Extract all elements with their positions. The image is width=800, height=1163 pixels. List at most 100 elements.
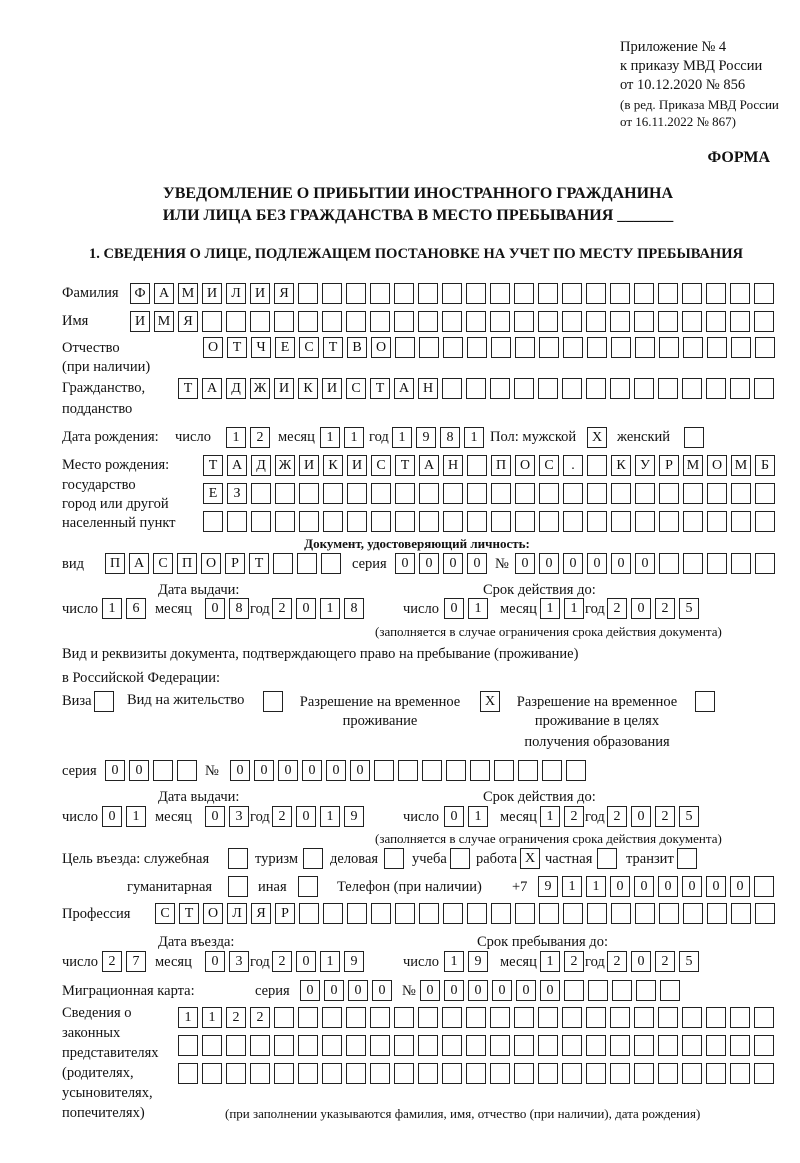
char-cell[interactable]: 0 (631, 806, 651, 827)
char-cell[interactable] (250, 1063, 270, 1084)
char-cell[interactable] (682, 1035, 702, 1056)
char-cell[interactable] (587, 455, 607, 476)
char-cell[interactable]: Т (249, 553, 269, 574)
char-cell[interactable]: 0 (611, 553, 631, 574)
char-cell[interactable] (275, 483, 295, 504)
char-cell[interactable]: 1 (392, 427, 412, 448)
char-cell[interactable]: 0 (682, 876, 702, 897)
char-cell[interactable] (490, 1007, 510, 1028)
char-cell[interactable]: 1 (320, 951, 340, 972)
char-cell[interactable] (419, 483, 439, 504)
char-cell[interactable]: 1 (540, 806, 560, 827)
char-cell[interactable]: И (347, 455, 367, 476)
char-cell[interactable] (346, 1007, 366, 1028)
char-cell[interactable] (730, 311, 750, 332)
char-cell[interactable]: 0 (205, 598, 225, 619)
char-cell[interactable] (562, 1035, 582, 1056)
char-cell[interactable] (226, 1035, 246, 1056)
char-cell[interactable] (610, 1063, 630, 1084)
birthplace-field-3[interactable] (203, 511, 775, 532)
char-cell[interactable] (587, 903, 607, 924)
char-cell[interactable]: С (299, 337, 319, 358)
char-cell[interactable] (422, 760, 442, 781)
char-cell[interactable] (250, 1035, 270, 1056)
char-cell[interactable] (226, 1063, 246, 1084)
char-cell[interactable]: С (371, 455, 391, 476)
char-cell[interactable] (658, 283, 678, 304)
purpose-humanitarian-checkbox[interactable] (228, 876, 248, 897)
char-cell[interactable]: А (227, 455, 247, 476)
char-cell[interactable] (226, 311, 246, 332)
char-cell[interactable] (322, 1035, 342, 1056)
char-cell[interactable] (754, 311, 774, 332)
char-cell[interactable]: Т (323, 337, 343, 358)
char-cell[interactable]: Н (443, 455, 463, 476)
char-cell[interactable]: Л (227, 903, 247, 924)
char-cell[interactable] (467, 337, 487, 358)
char-cell[interactable] (677, 848, 697, 869)
char-cell[interactable] (706, 1035, 726, 1056)
char-cell[interactable]: У (635, 455, 655, 476)
char-cell[interactable] (611, 511, 631, 532)
sex-male-checkbox[interactable]: X (587, 427, 607, 448)
char-cell[interactable] (587, 337, 607, 358)
char-cell[interactable]: 2 (655, 806, 675, 827)
char-cell[interactable] (755, 337, 775, 358)
char-cell[interactable] (322, 1007, 342, 1028)
char-cell[interactable]: 0 (205, 806, 225, 827)
char-cell[interactable]: Ж (250, 378, 270, 399)
char-cell[interactable] (395, 483, 415, 504)
char-cell[interactable] (298, 283, 318, 304)
char-cell[interactable] (467, 455, 487, 476)
char-cell[interactable]: П (177, 553, 197, 574)
char-cell[interactable] (658, 378, 678, 399)
char-cell[interactable]: А (154, 283, 174, 304)
char-cell[interactable]: А (202, 378, 222, 399)
purpose-transit-checkbox[interactable] (677, 848, 697, 869)
char-cell[interactable] (514, 283, 534, 304)
char-cell[interactable]: 2 (272, 598, 292, 619)
char-cell[interactable] (706, 378, 726, 399)
char-cell[interactable] (346, 283, 366, 304)
char-cell[interactable]: А (419, 455, 439, 476)
char-cell[interactable] (273, 553, 293, 574)
char-cell[interactable] (563, 337, 583, 358)
char-cell[interactable] (612, 980, 632, 1001)
char-cell[interactable] (562, 311, 582, 332)
char-cell[interactable]: 8 (229, 598, 249, 619)
char-cell[interactable] (374, 760, 394, 781)
char-cell[interactable] (370, 1063, 390, 1084)
char-cell[interactable] (442, 1007, 462, 1028)
char-cell[interactable] (394, 1063, 414, 1084)
char-cell[interactable]: Ж (275, 455, 295, 476)
char-cell[interactable] (466, 311, 486, 332)
char-cell[interactable]: 2 (655, 598, 675, 619)
char-cell[interactable] (203, 511, 223, 532)
char-cell[interactable] (754, 1063, 774, 1084)
char-cell[interactable] (418, 311, 438, 332)
char-cell[interactable] (322, 283, 342, 304)
char-cell[interactable]: 0 (610, 876, 630, 897)
char-cell[interactable]: К (298, 378, 318, 399)
char-cell[interactable]: 8 (440, 427, 460, 448)
char-cell[interactable] (347, 903, 367, 924)
char-cell[interactable] (634, 1007, 654, 1028)
char-cell[interactable] (730, 1007, 750, 1028)
char-cell[interactable] (443, 483, 463, 504)
char-cell[interactable] (467, 483, 487, 504)
char-cell[interactable] (443, 903, 463, 924)
visa-checkbox[interactable] (94, 691, 114, 712)
char-cell[interactable] (566, 760, 586, 781)
char-cell[interactable]: 0 (254, 760, 274, 781)
char-cell[interactable] (658, 311, 678, 332)
char-cell[interactable] (562, 1063, 582, 1084)
char-cell[interactable]: 9 (468, 951, 488, 972)
char-cell[interactable]: 2 (607, 806, 627, 827)
char-cell[interactable] (299, 483, 319, 504)
